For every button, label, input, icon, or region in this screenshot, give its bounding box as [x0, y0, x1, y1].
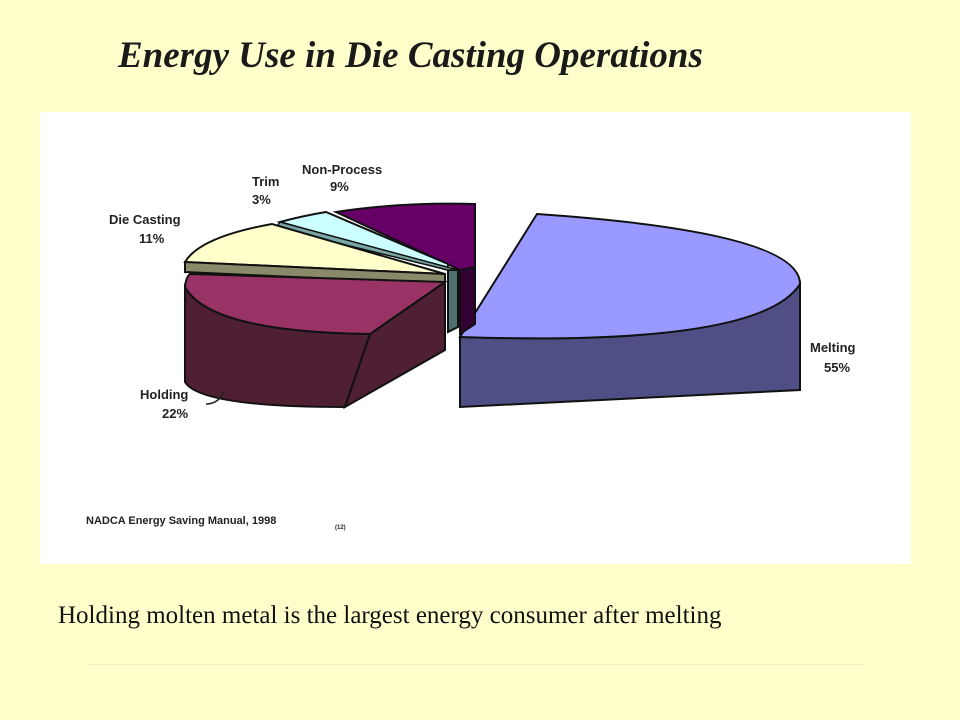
slice-holding-top [183, 272, 449, 336]
slice-diecasting-top [183, 222, 446, 275]
slice-melting-top [458, 212, 802, 340]
slice-nonprocess-top [332, 202, 476, 272]
holding-leader-line [205, 391, 225, 405]
label-diecasting-value: 11% [139, 231, 165, 246]
chart-source: NADCA Energy Saving Manual, 1998 [86, 515, 276, 527]
label-melting-name: Melting [810, 340, 856, 355]
label-diecasting-name: Die Casting [109, 212, 181, 227]
slice-holding [183, 272, 449, 410]
pie-chart: Non-Process 9% Trim 3% Die Casting 11% M… [86, 162, 856, 531]
label-holding-value: 22% [162, 406, 188, 421]
chart-source-ref: (12) [335, 525, 346, 531]
chart-panel: Non-Process 9% Trim 3% Die Casting 11% M… [40, 112, 911, 564]
slice-melting [458, 212, 802, 409]
footer-divider [88, 664, 864, 665]
slice-trim [274, 210, 459, 334]
slice-nonprocess [332, 202, 476, 336]
slide-caption: Holding molten metal is the largest ener… [58, 602, 722, 629]
label-trim-name: Trim [252, 174, 279, 189]
label-trim-value: 3% [252, 192, 271, 207]
slice-gap-blue [447, 269, 459, 334]
label-nonprocess-name: Non-Process [302, 162, 382, 177]
label-nonprocess-value: 9% [330, 179, 349, 194]
label-holding-name: Holding [140, 387, 188, 402]
label-melting-value: 55% [824, 360, 850, 375]
slide-title: Energy Use in Die Casting Operations [118, 35, 703, 76]
slice-diecasting [183, 222, 446, 286]
